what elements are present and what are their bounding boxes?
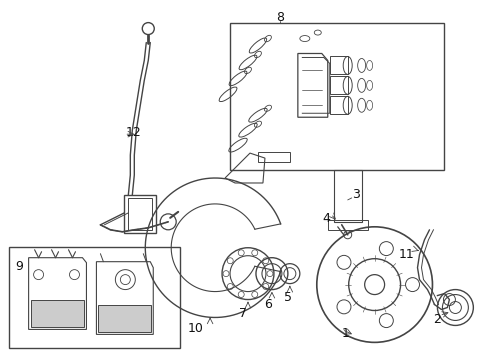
Text: 6: 6 bbox=[264, 298, 271, 311]
Text: 12: 12 bbox=[125, 126, 141, 139]
Text: 7: 7 bbox=[239, 306, 246, 320]
Bar bbox=[329, 57, 347, 75]
Text: 2: 2 bbox=[432, 314, 441, 327]
Bar bbox=[329, 96, 347, 114]
Bar bbox=[128, 198, 152, 230]
Text: 5: 5 bbox=[284, 291, 291, 303]
Bar bbox=[333, 170, 361, 222]
Bar bbox=[329, 76, 347, 94]
Bar bbox=[327, 220, 367, 230]
Text: 9: 9 bbox=[16, 260, 23, 273]
Bar bbox=[9, 247, 180, 348]
Polygon shape bbox=[31, 300, 84, 328]
Bar bbox=[124, 195, 156, 233]
Bar bbox=[229, 23, 444, 170]
Text: 1: 1 bbox=[341, 328, 349, 341]
Text: 11: 11 bbox=[398, 248, 414, 261]
Bar bbox=[258, 152, 289, 162]
Text: 10: 10 bbox=[187, 323, 203, 336]
Text: 3: 3 bbox=[351, 188, 359, 201]
Text: 4: 4 bbox=[321, 212, 329, 225]
Text: 8: 8 bbox=[275, 11, 284, 24]
Polygon shape bbox=[98, 305, 151, 332]
